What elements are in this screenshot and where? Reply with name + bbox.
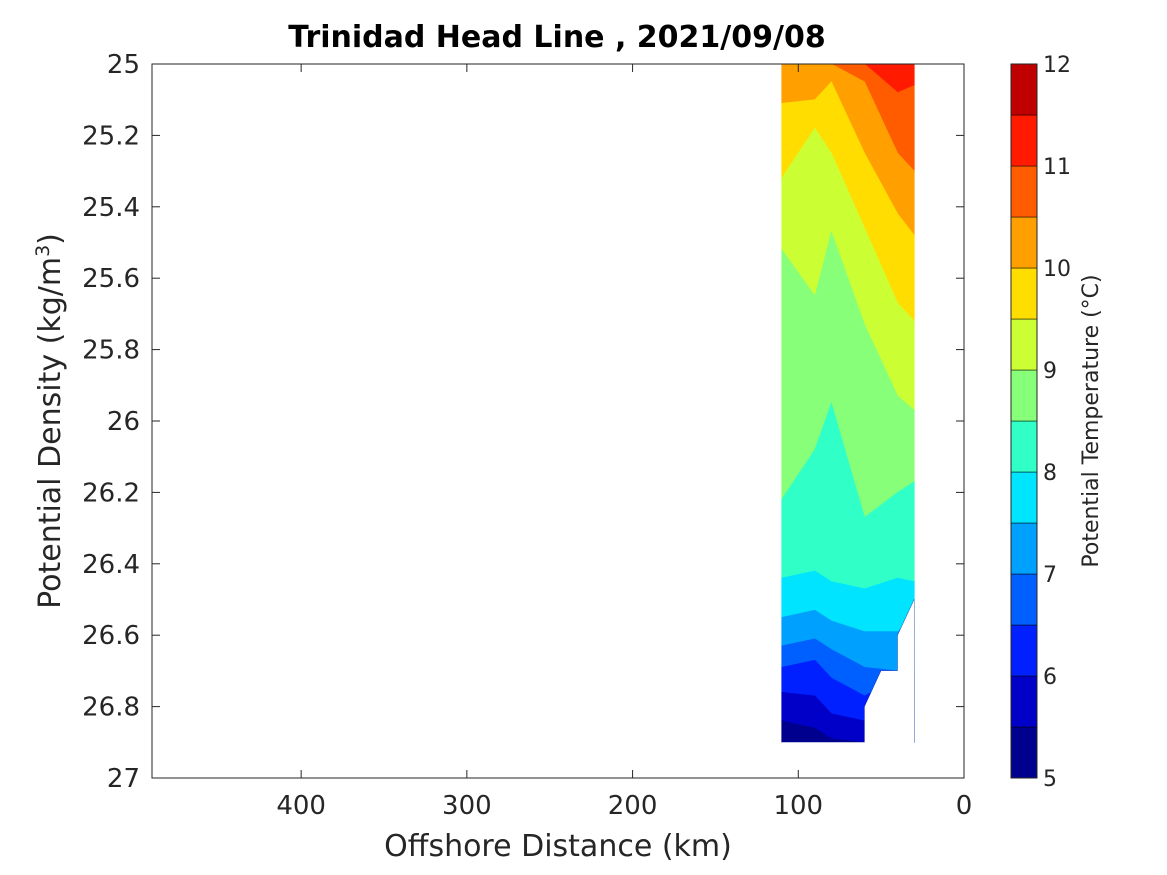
below-data-mask bbox=[781, 599, 915, 778]
y-tick-label: 26.6 bbox=[82, 621, 140, 651]
colorbar-tick-label: 7 bbox=[1043, 563, 1057, 588]
x-axis-label: Offshore Distance (km) bbox=[384, 829, 732, 864]
y-tick-label: 26 bbox=[107, 407, 140, 437]
chart-title: Trinidad Head Line , 2021/09/08 bbox=[288, 20, 825, 55]
colorbar-segment bbox=[1010, 216, 1038, 269]
x-tick-label: 400 bbox=[276, 791, 326, 821]
colorbar-segment bbox=[1010, 63, 1038, 116]
colorbar-tick-label: 6 bbox=[1043, 665, 1057, 690]
contour-fill-layer bbox=[781, 63, 915, 778]
colorbar-segment bbox=[1010, 522, 1038, 575]
y-tick-label: 25.2 bbox=[82, 121, 140, 151]
colorbar-segment bbox=[1010, 318, 1038, 371]
y-axis-label-main: Potential Density (kg/m bbox=[33, 257, 68, 609]
colorbar-segment bbox=[1010, 420, 1038, 473]
y-tick-label: 26.4 bbox=[82, 550, 140, 580]
y-axis-label-close: ) bbox=[33, 233, 68, 245]
colorbar-segment bbox=[1010, 369, 1038, 422]
x-tick-label: 0 bbox=[956, 791, 973, 821]
colorbar-segment bbox=[1010, 573, 1038, 626]
x-tick-label: 100 bbox=[773, 791, 823, 821]
colorbar-segment bbox=[1010, 471, 1038, 524]
colorbar-tick-label: 5 bbox=[1043, 767, 1057, 792]
colorbar-segment bbox=[1010, 165, 1038, 218]
colorbar-segment bbox=[1010, 114, 1038, 167]
y-tick-label: 25.6 bbox=[82, 264, 140, 294]
y-axis-label-superscript: 3 bbox=[32, 245, 54, 257]
colorbar-tick-label: 8 bbox=[1043, 461, 1057, 486]
y-tick-label: 25 bbox=[107, 50, 140, 80]
colorbar-tick-label: 10 bbox=[1043, 257, 1071, 282]
colorbar-frame bbox=[1010, 63, 1038, 779]
colorbar-segment bbox=[1010, 267, 1038, 320]
colorbar: 5 6 7 8 9 10 11 12 bbox=[1010, 53, 1071, 792]
colorbar-tick-label: 11 bbox=[1043, 155, 1071, 180]
y-tick-label: 26.8 bbox=[82, 693, 140, 723]
y-tick-label: 25.4 bbox=[82, 193, 140, 223]
colorbar-tick-label: 12 bbox=[1043, 53, 1071, 78]
colorbar-segment bbox=[1010, 675, 1038, 728]
colorbar-segment bbox=[1010, 726, 1038, 779]
x-tick-label: 300 bbox=[442, 791, 492, 821]
colorbar-tick-label: 9 bbox=[1043, 359, 1057, 384]
y-axis-label: Potential Density (kg/m3) bbox=[32, 233, 68, 609]
axes-layer: 400 300 200 100 0 25 25.2 25.4 25.6 25.8 26 26.2 26.… bbox=[82, 50, 972, 821]
colorbar-segment bbox=[1010, 624, 1038, 677]
y-tick-label: 27 bbox=[107, 764, 140, 794]
x-tick-label: 200 bbox=[608, 791, 658, 821]
y-tick-label: 26.2 bbox=[82, 478, 140, 508]
colorbar-label: Potential Temperature (°C) bbox=[1079, 274, 1104, 567]
y-tick-label: 25.8 bbox=[82, 336, 140, 366]
